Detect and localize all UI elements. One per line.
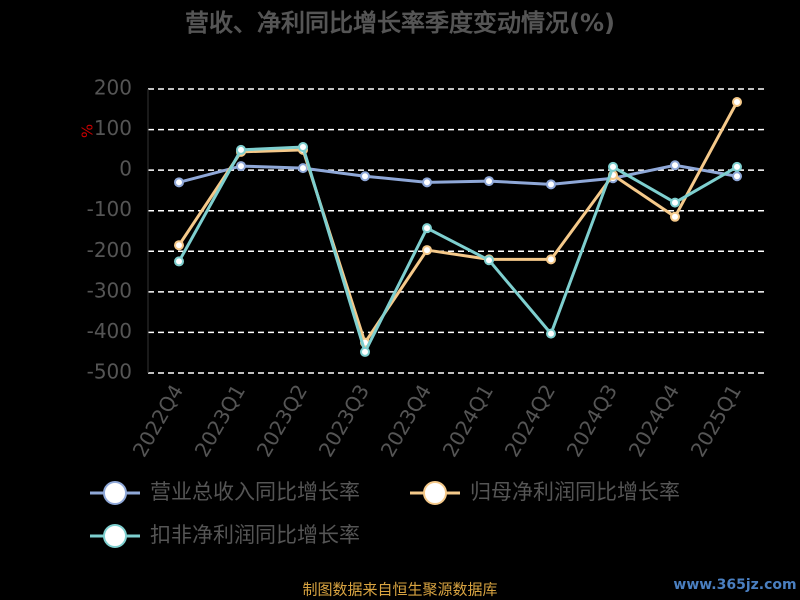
y-axis-label: % <box>79 124 97 138</box>
legend-label: 归母净利润同比增长率 <box>470 480 680 504</box>
chart-title: 营收、净利同比增长率季度变动情况(%) <box>185 9 615 37</box>
legend-marker <box>103 481 127 505</box>
data-point <box>360 346 370 357</box>
y-tick-label: 100 <box>94 116 132 140</box>
data-point <box>174 240 184 251</box>
data-point <box>298 163 308 174</box>
data-point <box>298 142 308 153</box>
data-point <box>546 179 556 190</box>
data-point <box>732 161 742 172</box>
legend-marker <box>423 481 447 505</box>
y-tick-label: -200 <box>87 238 132 262</box>
data-point <box>546 254 556 265</box>
data-point <box>174 256 184 267</box>
data-point <box>608 161 618 172</box>
data-point <box>732 96 742 107</box>
data-point <box>360 171 370 182</box>
data-point <box>670 211 680 222</box>
y-tick-label: 200 <box>94 76 132 100</box>
source-note: 制图数据来自恒生聚源数据库 <box>302 581 497 599</box>
data-point <box>422 245 432 256</box>
legend-label: 营业总收入同比增长率 <box>150 480 360 504</box>
y-tick-label: -100 <box>87 197 132 221</box>
data-point <box>422 223 432 234</box>
legend-label: 扣非净利润同比增长率 <box>150 523 360 547</box>
data-point <box>236 144 246 155</box>
data-point <box>422 177 432 188</box>
data-point <box>732 171 742 182</box>
data-point <box>546 328 556 339</box>
data-point <box>484 176 494 187</box>
watermark: www.365jz.com <box>673 577 796 593</box>
series-line <box>177 101 739 346</box>
data-point <box>484 255 494 266</box>
data-point <box>174 177 184 188</box>
y-tick-label: -400 <box>87 319 132 343</box>
series-line <box>178 163 738 186</box>
y-tick-label: 0 <box>119 157 132 181</box>
data-point <box>670 160 680 171</box>
data-point <box>670 197 680 208</box>
data-point <box>236 161 246 172</box>
legend-marker <box>103 524 127 548</box>
series-line <box>177 145 738 356</box>
y-tick-label: -500 <box>87 360 132 384</box>
y-tick-label: -300 <box>87 278 132 302</box>
